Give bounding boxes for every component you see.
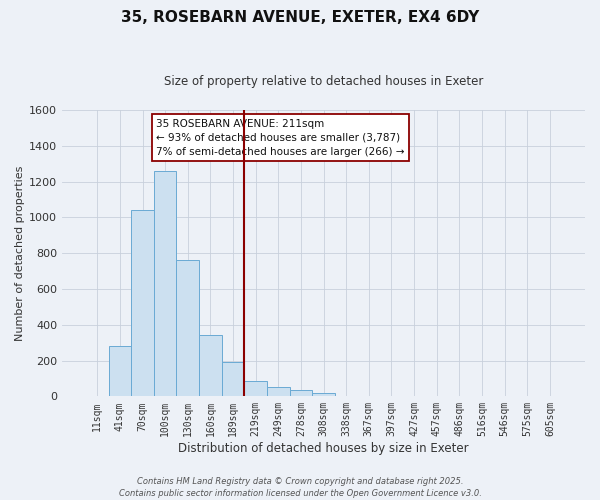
Bar: [290, 390, 312, 396]
Bar: [154, 171, 176, 396]
Bar: [244, 381, 267, 396]
Text: 35 ROSEBARN AVENUE: 211sqm
← 93% of detached houses are smaller (3,787)
7% of se: 35 ROSEBARN AVENUE: 211sqm ← 93% of deta…: [156, 118, 405, 156]
Text: 35, ROSEBARN AVENUE, EXETER, EX4 6DY: 35, ROSEBARN AVENUE, EXETER, EX4 6DY: [121, 10, 479, 25]
Bar: [199, 336, 222, 396]
Bar: [176, 260, 199, 396]
Bar: [267, 387, 290, 396]
X-axis label: Distribution of detached houses by size in Exeter: Distribution of detached houses by size …: [178, 442, 469, 455]
Y-axis label: Number of detached properties: Number of detached properties: [15, 166, 25, 341]
Title: Size of property relative to detached houses in Exeter: Size of property relative to detached ho…: [164, 75, 483, 88]
Bar: [109, 346, 131, 397]
Bar: [312, 393, 335, 396]
Text: Contains HM Land Registry data © Crown copyright and database right 2025.
Contai: Contains HM Land Registry data © Crown c…: [119, 476, 481, 498]
Bar: [131, 210, 154, 396]
Bar: [222, 362, 244, 396]
